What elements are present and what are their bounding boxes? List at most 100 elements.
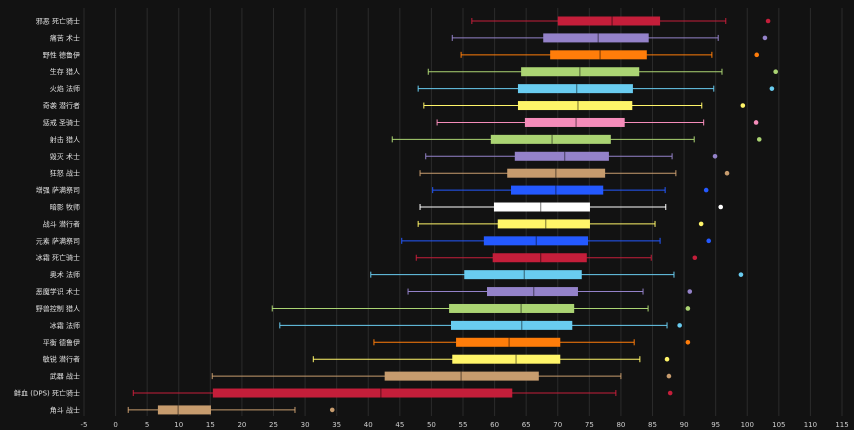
category-label-4: 生存 猎人	[50, 67, 80, 76]
box-group-20	[373, 337, 691, 347]
box-12	[493, 202, 590, 212]
outlier-17-1	[687, 289, 693, 294]
x-tick-label: 100	[741, 421, 754, 429]
box-4	[521, 67, 640, 77]
category-label-22: 武器 战士	[50, 372, 80, 381]
box-group-8	[391, 134, 762, 144]
outlier-18-1	[685, 306, 691, 311]
box-plot-marks	[127, 16, 778, 415]
box-group-13	[417, 219, 704, 229]
box-group-11	[432, 185, 709, 195]
box-group-6	[423, 101, 746, 111]
category-label-16: 奥术 法师	[50, 270, 80, 279]
x-tick-label: 25	[269, 421, 278, 429]
box-group-18	[271, 303, 691, 313]
box-22	[384, 371, 539, 381]
box-group-15	[415, 253, 698, 263]
outlier-21-1	[664, 356, 670, 362]
category-label-3: 野性 德鲁伊	[43, 50, 80, 59]
box-group-14	[401, 236, 712, 246]
box-1	[557, 16, 661, 26]
box-group-2	[451, 33, 768, 43]
box-15	[492, 253, 587, 263]
category-label-6: 奇袭 潜行者	[43, 101, 80, 110]
box-8	[490, 134, 611, 144]
outlier-13-1	[698, 221, 704, 227]
x-tick-label: 30	[301, 421, 310, 429]
x-tick-label: 0	[113, 421, 117, 429]
outlier-20-1	[685, 339, 691, 345]
outlier-5-1	[769, 86, 775, 91]
box-18	[449, 303, 575, 313]
category-label-5: 火焰 法师	[50, 84, 80, 93]
x-tick-label: 90	[680, 421, 689, 429]
category-label-12: 暗影 牧师	[50, 203, 80, 212]
outlier-8-1	[756, 137, 762, 142]
outlier-6-1	[740, 103, 746, 108]
box-3	[550, 50, 647, 60]
box-group-19	[279, 320, 682, 330]
outlier-9-1	[712, 153, 718, 159]
category-label-19: 冰霜 法师	[50, 321, 80, 330]
category-label-9: 毁灭 术士	[50, 152, 80, 161]
category-label-23: 鲜血 (DPS) 死亡骑士	[14, 389, 80, 398]
box-group-17	[407, 287, 693, 297]
box-17	[487, 287, 578, 297]
outlier-24-1	[329, 407, 335, 413]
category-label-2: 痛苦 术士	[50, 33, 80, 42]
box-9	[514, 151, 609, 161]
category-label-18: 野兽控制 猎人	[36, 304, 80, 313]
x-tick-label: 110	[804, 421, 817, 429]
x-tick-label: 50	[427, 421, 436, 429]
outlier-22-1	[666, 373, 672, 379]
outlier-10-1	[724, 170, 730, 176]
box-16	[464, 270, 582, 280]
box-6	[517, 101, 633, 111]
x-tick-label: 45	[395, 421, 404, 429]
category-label-14: 元素 萨满祭司	[36, 236, 80, 245]
x-tick-label: -5	[81, 421, 88, 429]
category-label-13: 战斗 潜行者	[43, 219, 80, 228]
box-group-16	[370, 270, 744, 280]
x-tick-label: 35	[332, 421, 341, 429]
x-tick-label: 15	[206, 421, 215, 429]
category-label-17: 恶魔学识 术士	[36, 287, 80, 296]
outlier-12-1	[718, 204, 724, 210]
box-group-12	[419, 202, 724, 212]
category-label-21: 敏锐 潜行者	[43, 355, 80, 364]
category-label-7: 惩戒 圣骑士	[43, 118, 80, 127]
category-label-8: 射击 猎人	[50, 135, 80, 144]
outlier-2-1	[762, 35, 768, 41]
box-group-10	[419, 168, 730, 178]
outlier-23-1	[667, 390, 673, 396]
box-11	[511, 185, 604, 195]
box-group-24	[127, 405, 335, 415]
box-group-3	[460, 50, 760, 60]
box-group-5	[417, 84, 775, 94]
x-tick-label: 80	[616, 421, 625, 429]
box-10	[507, 168, 606, 178]
box-7	[524, 117, 625, 127]
outlier-14-1	[706, 238, 712, 244]
box-2	[543, 33, 649, 43]
box-13	[497, 219, 590, 229]
x-tick-label: 70	[553, 421, 562, 429]
box-group-7	[436, 117, 759, 127]
box-20	[456, 337, 561, 347]
category-label-24: 角斗 战士	[50, 405, 80, 414]
box-24	[157, 405, 211, 415]
box-group-21	[312, 354, 670, 364]
box-group-4	[427, 67, 778, 77]
box-19	[450, 320, 573, 330]
box-group-9	[425, 151, 718, 161]
outlier-1-1	[765, 18, 771, 24]
category-label-15: 冰霜 死亡骑士	[36, 253, 80, 262]
gridlines	[83, 8, 843, 416]
x-tick-label: 5	[145, 421, 149, 429]
box-23	[212, 388, 513, 398]
box-21	[452, 354, 561, 364]
x-tick-label: 115	[835, 421, 848, 429]
x-axis: -5 0 5 10 15 20 25 30 35 40 45 50 55 60 65 70 75 80 85 90 95…	[81, 421, 849, 429]
box-group-23	[132, 388, 673, 398]
